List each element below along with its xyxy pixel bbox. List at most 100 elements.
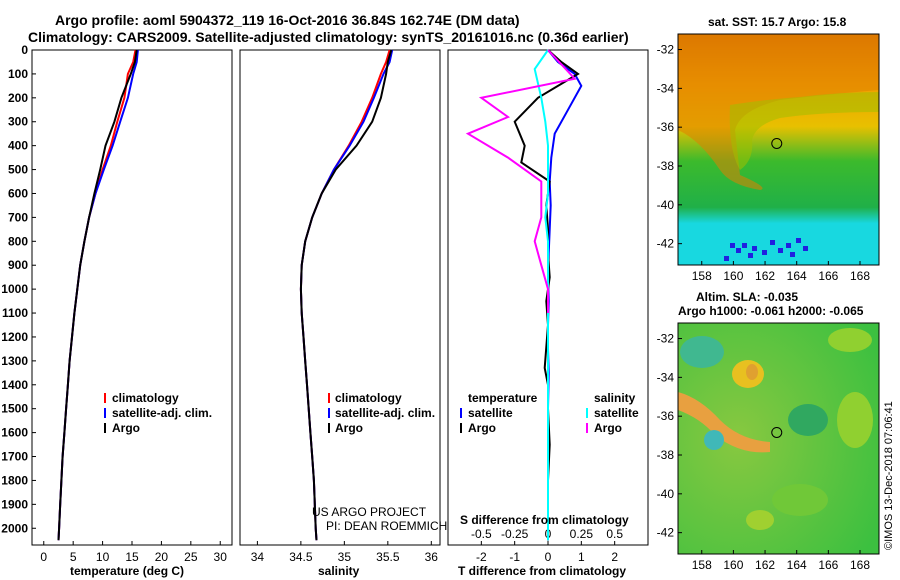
temperature-y-axis: 0 100 200 300 400 500 600 700 800 900 1000 1100 1200… <box>1 43 452 535</box>
depth-tick-label: 200 <box>8 91 28 105</box>
temperature-panel: 0100200300400500600700800900100011001200… <box>1 43 452 578</box>
legend-climatology-label: climatology <box>112 391 179 405</box>
lon-tick-label: 158 <box>692 269 712 283</box>
temperature-legend: climatology satellite-adj. clim. Argo <box>104 391 212 435</box>
figure-subtitle: Climatology: CARS2009. Satellite-adjuste… <box>28 29 629 45</box>
x-tick-label: 0 <box>545 550 552 564</box>
cold-pixel <box>770 240 775 245</box>
x-tick-label: -1 <box>509 550 520 564</box>
sla-blob-4 <box>704 430 724 450</box>
temperature-plot-frame <box>31 49 233 546</box>
depth-tick-label: 500 <box>8 163 28 177</box>
legend-climatology-swatch <box>104 393 106 403</box>
legend-climatology-swatch <box>328 393 330 403</box>
x-tick-label: 0 <box>40 550 47 564</box>
depth-tick-label: 2000 <box>1 521 28 535</box>
t-difference-xlabel: T difference from climatology <box>458 564 626 578</box>
series-argo <box>57 49 138 541</box>
lon-tick-label: 168 <box>850 269 870 283</box>
lat-tick-label: -40 <box>657 198 675 212</box>
legend-t-argo-swatch <box>460 423 462 433</box>
sla-map-y-axis: -32 -34 -36 -38 -40 -42 <box>657 332 682 540</box>
lon-tick-label: 158 <box>692 558 712 572</box>
sla-map-panel: Altim. SLA: -0.035 Argo h1000: -0.061 h2… <box>657 290 880 572</box>
depth-tick-label: 1300 <box>1 354 28 368</box>
sst-cold-pixels <box>724 238 808 261</box>
salinity-plot-frame <box>239 49 441 546</box>
x-tick-label: 35 <box>338 550 352 564</box>
lat-tick-label: -36 <box>657 409 675 423</box>
depth-tick-label: 1900 <box>1 497 28 511</box>
cold-pixel <box>803 246 808 251</box>
difference-series <box>465 49 583 541</box>
depth-tick-label: 1600 <box>1 426 28 440</box>
pi-credit: PI: DEAN ROEMMICH <box>326 519 447 533</box>
legend-s-argo-label: Argo <box>594 421 622 435</box>
legend-satellite-label: satellite-adj. clim. <box>112 406 212 420</box>
sst-map-title: sat. SST: 15.7 Argo: 15.8 <box>708 15 847 29</box>
x-tick-label: 34.5 <box>289 550 313 564</box>
sst-map-panel: sat. SST: 15.7 Argo: 15.8 158 160 162 164 16… <box>657 15 880 283</box>
legend-argo-label: Argo <box>112 421 140 435</box>
legend-t-satellite-label: satellite <box>468 406 513 420</box>
salinity-panel: 34 34.5 35 35.5 36 salinity climatology sate… <box>239 49 447 578</box>
lat-tick-label: -38 <box>657 448 675 462</box>
s-tick-label: -0.25 <box>501 527 529 541</box>
sla-map-x-axis: 158 160 162 164 166 168 <box>692 550 870 572</box>
lat-tick-label: -36 <box>657 120 675 134</box>
depth-tick-label: 0 <box>21 43 28 57</box>
cold-pixel <box>736 248 741 253</box>
sla-blob-6 <box>837 392 873 448</box>
depth-tick-label: 1500 <box>1 402 28 416</box>
lat-tick-label: -32 <box>657 43 675 57</box>
sst-map-frame <box>677 33 880 266</box>
x-tick-label: 5 <box>70 550 77 564</box>
legend-t-satellite-swatch <box>460 408 462 418</box>
s-difference-label: S difference from climatology <box>460 513 629 527</box>
legend-satellite-swatch <box>104 408 106 418</box>
cold-pixel <box>778 248 783 253</box>
cold-pixel <box>786 243 791 248</box>
x-tick-label: 10 <box>96 550 110 564</box>
series-argo <box>299 49 393 541</box>
sla-map-frame <box>677 322 880 555</box>
legend-salinity-header: salinity <box>594 391 636 405</box>
lon-tick-label: 164 <box>787 558 807 572</box>
figure-title: Argo profile: aoml 5904372_119 16-Oct-20… <box>55 12 520 28</box>
lat-tick-label: -34 <box>657 81 675 95</box>
depth-tick-label: 600 <box>8 186 28 200</box>
lat-tick-label: -34 <box>657 370 675 384</box>
s-tick-label: -0.5 <box>471 527 492 541</box>
sla-blob-7 <box>772 484 828 516</box>
sla-blob-9 <box>788 404 828 436</box>
legend-argo-swatch <box>104 423 106 433</box>
legend-satellite-label: satellite-adj. clim. <box>335 406 435 420</box>
lon-tick-label: 160 <box>723 269 743 283</box>
legend-s-satellite-swatch <box>586 408 588 418</box>
salinity-legend: climatology satellite-adj. clim. Argo <box>328 391 435 435</box>
cold-pixel <box>724 256 729 261</box>
depth-tick-label: 700 <box>8 210 28 224</box>
legend-argo-label: Argo <box>335 421 363 435</box>
sla-blob-5 <box>828 328 872 352</box>
lon-tick-label: 162 <box>755 558 775 572</box>
legend-s-argo-swatch <box>586 423 588 433</box>
sla-map-subtitle: Argo h1000: -0.061 h2000: -0.065 <box>678 304 864 318</box>
cold-pixel <box>796 238 801 243</box>
legend-temperature-header: temperature <box>468 391 538 405</box>
depth-tick-label: 800 <box>8 234 28 248</box>
lon-tick-label: 162 <box>755 269 775 283</box>
x-tick-label: 34 <box>251 550 265 564</box>
depth-tick-label: 1000 <box>1 282 28 296</box>
cold-pixel <box>790 252 795 257</box>
lon-tick-label: 168 <box>850 558 870 572</box>
x-tick-label: 36 <box>425 550 439 564</box>
lon-tick-label: 160 <box>723 558 743 572</box>
imos-credit: ©IMOS 13-Dec-2018 07:06:41 <box>883 401 895 550</box>
depth-tick-label: 1700 <box>1 450 28 464</box>
temperature-x-axis: 0 5 10 15 20 25 30 <box>40 541 227 564</box>
legend-s-satellite-label: satellite <box>594 406 639 420</box>
lat-tick-label: -42 <box>657 526 675 540</box>
legend-t-argo-label: Argo <box>468 421 496 435</box>
